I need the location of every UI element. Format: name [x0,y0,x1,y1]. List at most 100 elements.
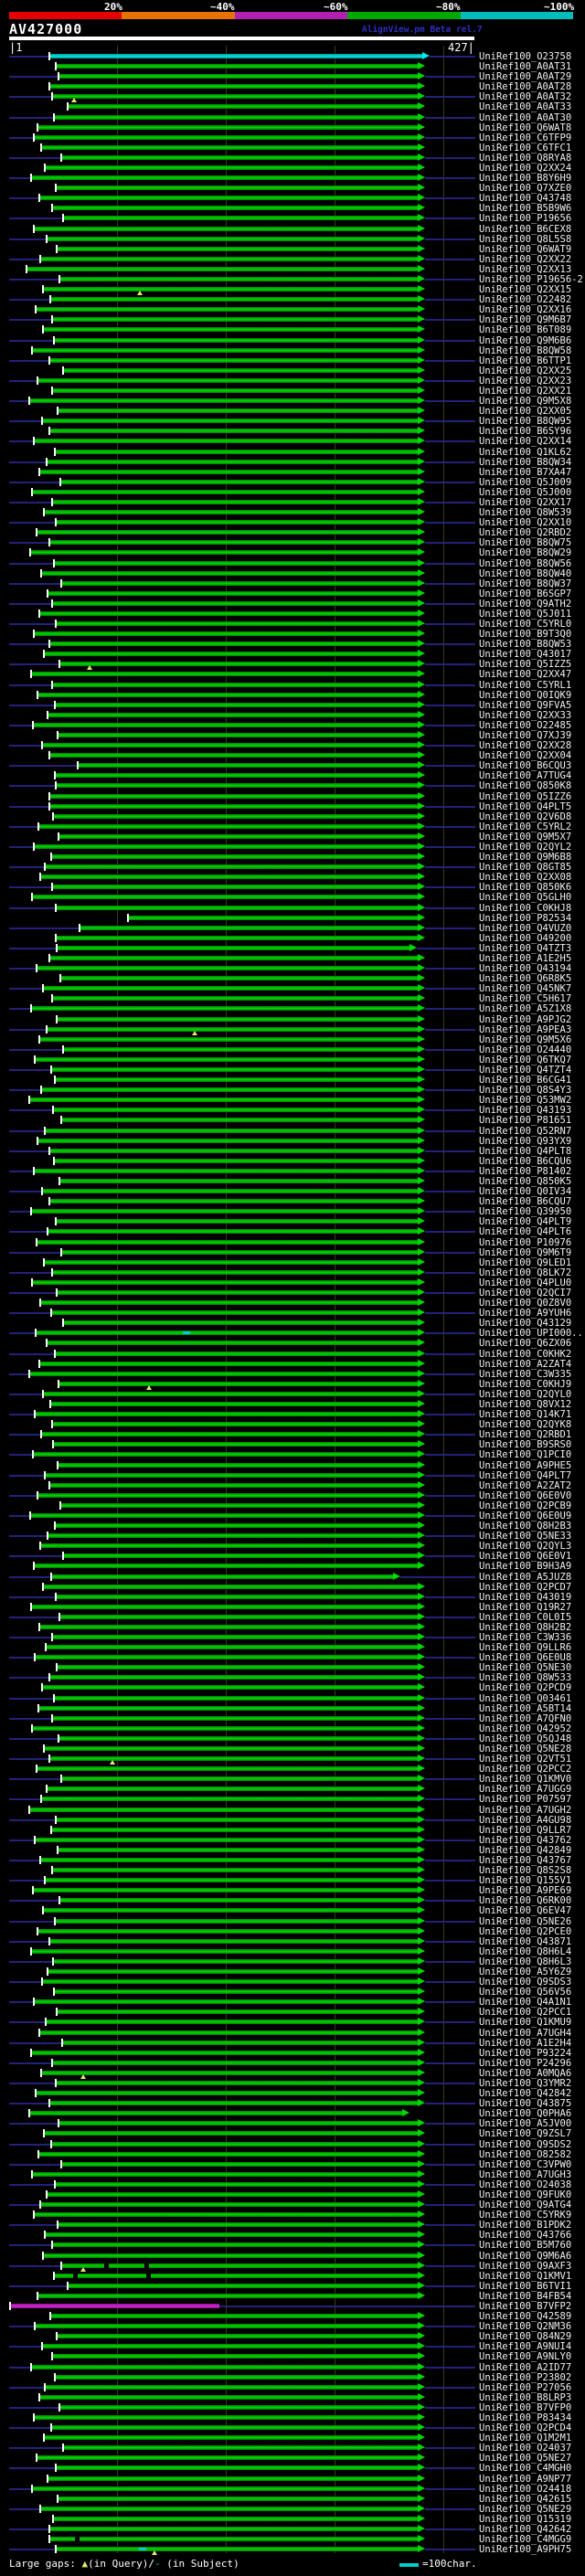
hit-label[interactable]: UniRef100_Q7XJ39 [479,730,572,742]
hit-label[interactable]: UniRef100_Q8H6L4 [479,1945,572,1957]
hit-label[interactable]: UniRef100_Q9ZSL7 [479,2128,572,2140]
hit-label[interactable]: UniRef100_A0AT32 [479,91,572,103]
hit-label[interactable]: UniRef100_Q2PCE0 [479,1925,572,1937]
hit-label[interactable]: UniRef100_Q9LED1 [479,1256,572,1268]
hit-label[interactable]: UniRef100_Q9FUK0 [479,2189,572,2200]
hit-label[interactable]: UniRef100_Q39950 [479,1206,572,1218]
hit-label[interactable]: UniRef100_Q56V56 [479,1987,572,1998]
hit-label[interactable]: UniRef100_A0AT29 [479,71,572,83]
hit-label[interactable]: UniRef100_Q2NM36 [479,2321,572,2333]
hit-label[interactable]: UniRef100_Q8H6L3 [479,1956,572,1967]
hit-label[interactable]: UniRef100_B6SY96 [479,426,572,438]
hit-label[interactable]: UniRef100_P83434 [479,2412,572,2423]
hit-label[interactable]: UniRef100_Q15319 [479,2513,572,2525]
hit-label[interactable]: UniRef100_Q43875 [479,2098,572,2110]
hit-label[interactable]: UniRef100_B8QW53 [479,639,572,651]
hit-label[interactable]: UniRef100_Q1PCI0 [479,1449,572,1461]
hit-label[interactable]: UniRef100_C0KHK2 [479,1348,572,1360]
hit-label[interactable]: UniRef100_A7UGH2 [479,1804,572,1816]
hit-label[interactable]: UniRef100_Q8GT85 [479,862,572,874]
hit-label[interactable]: UniRef100_Q8RYA8 [479,152,572,164]
hit-label[interactable]: UniRef100_Q8H2B3 [479,1521,572,1532]
hit-label[interactable]: UniRef100_A1E2H5 [479,953,572,964]
hit-label[interactable]: UniRef100_A7UGG9 [479,1784,572,1796]
hit-label[interactable]: UniRef100_Q14K71 [479,1409,572,1421]
hit-label[interactable]: UniRef100_A7UGH3 [479,2168,572,2180]
hit-label[interactable]: UniRef100_B7VFP0 [479,2401,572,2413]
hit-label[interactable]: UniRef100_P93224 [479,2047,572,2059]
hit-label[interactable]: UniRef100_Q43017 [479,649,572,661]
hit-label[interactable]: UniRef100_P07597 [479,1794,572,1806]
hit-label[interactable]: UniRef100_B6SGP7 [479,588,572,599]
hit-label[interactable]: UniRef100_Q4PLU0 [479,1277,572,1288]
hit-label[interactable]: UniRef100_A0AT33 [479,101,572,113]
hit-label[interactable]: UniRef100_Q7XZE0 [479,183,572,195]
hit-label[interactable]: UniRef100_Q9SDS2 [479,2138,572,2150]
hit-label[interactable]: UniRef100_Q9M6A6 [479,2250,572,2262]
hit-label[interactable]: UniRef100_Q2XX24 [479,162,572,174]
hit-label[interactable]: UniRef100_P81402 [479,1165,572,1177]
hit-label[interactable]: UniRef100_Q2XX04 [479,750,572,762]
hit-label[interactable]: UniRef100_Q9M5X6 [479,1034,572,1045]
hit-label[interactable]: UniRef100_Q9M6B8 [479,852,572,864]
hit-label[interactable]: UniRef100_B7VFP2 [479,2300,572,2312]
hit-label[interactable]: UniRef100_Q4TZT4 [479,1065,572,1076]
hit-label[interactable]: UniRef100_Q2QCI7 [479,1287,572,1299]
hit-label[interactable]: UniRef100_B5B9W6 [479,203,572,215]
hit-label[interactable]: UniRef100_Q52RN7 [479,1125,572,1137]
hit-label[interactable]: UniRef100_B8QW75 [479,537,572,549]
hit-label[interactable]: UniRef100_B1PDK2 [479,2220,572,2231]
hit-label[interactable]: UniRef100_A5Y6Z9 [479,1966,572,1977]
hit-label[interactable]: UniRef100_Q2PCC1 [479,2007,572,2019]
hit-label[interactable]: UniRef100_C0L0I5 [479,1611,572,1623]
hit-label[interactable]: UniRef100_A5JV00 [479,2118,572,2130]
hit-label[interactable]: UniRef100_A4GU98 [479,1814,572,1826]
hit-label[interactable]: UniRef100_A7TUG4 [479,770,572,782]
hit-label[interactable]: UniRef100_Q43019 [479,1591,572,1603]
hit-label[interactable]: UniRef100_Q5J009 [479,476,572,488]
hit-label[interactable]: UniRef100_Q9M6B7 [479,314,572,326]
hit-label[interactable]: UniRef100_C4MGG9 [479,2534,572,2546]
hit-label[interactable]: UniRef100_Q9FVA5 [479,699,572,711]
hit-label[interactable]: UniRef100_A1E2H4 [479,2037,572,2049]
hit-label[interactable]: UniRef100_C5YRL2 [479,821,572,832]
hit-label[interactable]: UniRef100_Q9AXF3 [479,2260,572,2272]
hit-label[interactable]: UniRef100_Q43193 [479,1105,572,1117]
hit-label[interactable]: UniRef100_Q8H2B2 [479,1621,572,1633]
hit-label[interactable]: UniRef100_P81651 [479,1115,572,1127]
hit-label[interactable]: UniRef100_B7XA47 [479,466,572,478]
hit-label[interactable]: UniRef100_O22485 [479,719,572,731]
hit-label[interactable]: UniRef100_Q93YX9 [479,1135,572,1147]
hit-label[interactable]: UniRef100_Q5NE30 [479,1662,572,1674]
hit-label[interactable]: UniRef100_O82582 [479,2148,572,2160]
hit-label[interactable]: UniRef100_Q43767 [479,1855,572,1867]
hit-label[interactable]: UniRef100_Q5GLH0 [479,892,572,904]
hit-label[interactable]: UniRef100_Q43871 [479,1935,572,1947]
hit-label[interactable]: UniRef100_Q8S4Y3 [479,1085,572,1097]
hit-label[interactable]: UniRef100_Q19R27 [479,1601,572,1613]
hit-label[interactable]: UniRef100_Q8S2S8 [479,1865,572,1877]
hit-label[interactable]: UniRef100_Q6RK00 [479,1895,572,1907]
hit-label[interactable]: UniRef100_B8QW29 [479,547,572,559]
hit-label[interactable]: UniRef100_A9PH75 [479,2544,572,2556]
hit-label[interactable]: UniRef100_Q9M6T9 [479,1246,572,1258]
hit-label[interactable]: UniRef100_P82534 [479,912,572,924]
hit-label[interactable]: UniRef100_Q43194 [479,963,572,975]
hit-label[interactable]: UniRef100_Q2QYL3 [479,1541,572,1553]
hit-label[interactable]: UniRef100_Q2XX05 [479,406,572,418]
hit-label[interactable]: UniRef100_Q1KL62 [479,446,572,458]
hit-label[interactable]: UniRef100_Q6E0U8 [479,1652,572,1664]
hit-label[interactable]: UniRef100_A2ID77 [479,2361,572,2373]
hit-label[interactable]: UniRef100_B8QW56 [479,557,572,569]
hit-label[interactable]: UniRef100_Q4TZT3 [479,942,572,954]
hit-label[interactable]: UniRef100_Q2XX15 [479,284,572,296]
hit-label[interactable]: UniRef100_Q0IQK9 [479,689,572,701]
hit-label[interactable]: UniRef100_Q5QJ48 [479,1733,572,1744]
hit-label[interactable]: UniRef100_P24296 [479,2057,572,2069]
hit-label[interactable]: UniRef100_Q0IV34 [479,1186,572,1198]
hit-label[interactable]: UniRef100_Q42849 [479,1844,572,1856]
hit-label[interactable]: UniRef100_Q4PLT9 [479,1216,572,1228]
hit-label[interactable]: UniRef100_Q4PLT6 [479,1226,572,1238]
hit-label[interactable]: UniRef100_Q42642 [479,2523,572,2535]
hit-label[interactable]: UniRef100_B6CEX8 [479,223,572,235]
